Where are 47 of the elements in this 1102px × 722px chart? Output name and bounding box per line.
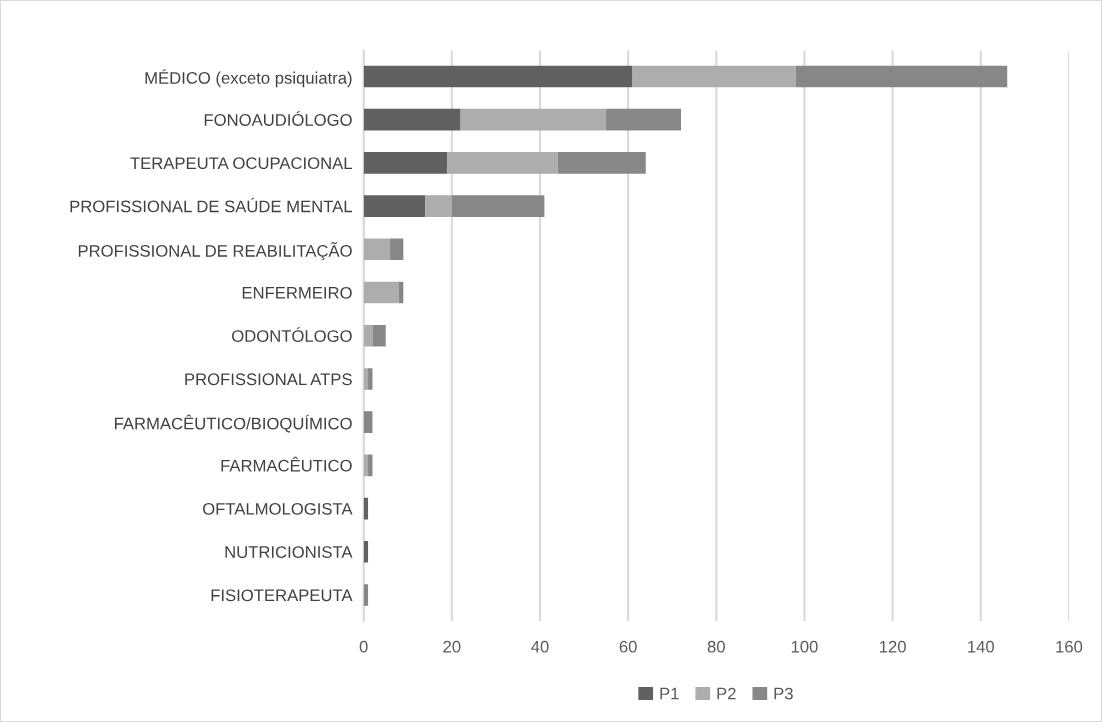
y-tick-label: PROFISSIONAL DE SAÚDE MENTAL: [70, 197, 352, 213]
bar: [363, 108, 461, 131]
bar: [606, 108, 682, 131]
x-tick-label: 20: [443, 640, 461, 653]
y-tick-label: ENFERMEIRO: [242, 286, 352, 299]
x-tick-label: 60: [619, 640, 637, 653]
x-tick-label: 160: [1056, 640, 1083, 653]
bar: [795, 65, 1008, 88]
bar: [363, 368, 369, 390]
y-tick-label: FISIOTERAPEUTA: [211, 589, 353, 602]
bar: [460, 108, 607, 131]
legend-label: P1: [660, 687, 679, 700]
y-tick-label: PROFISSIONAL ATPS: [185, 373, 352, 386]
y-tick-label: FONOAUDIÓLOGO: [204, 111, 352, 126]
bar: [390, 238, 404, 261]
y-tick-label: ODONTÓLOGO: [232, 327, 352, 342]
y-tick-label: TERAPEUTA OCUPACIONAL: [130, 157, 352, 170]
bar: [363, 584, 369, 606]
bar: [451, 195, 545, 217]
bar: [363, 411, 373, 433]
bar: [368, 368, 373, 390]
y-tick-label: NUTRICIONISTA: [225, 546, 353, 558]
bar: [372, 324, 386, 347]
bar: [363, 195, 426, 217]
bar: [632, 65, 796, 88]
bar: [363, 65, 633, 88]
legend-label: P3: [774, 687, 793, 700]
bar: [363, 324, 373, 347]
y-tick-label: FARMACÊUTICO: [221, 456, 352, 472]
x-tick-label: 120: [879, 640, 906, 653]
x-tick-label: 80: [707, 640, 725, 653]
legend-label: P2: [717, 687, 736, 700]
bar: [363, 281, 399, 304]
bar: [447, 152, 558, 174]
y-tick-label: MÉDICO (exceto psiquiatra): [145, 69, 352, 88]
x-tick-label: 0: [359, 640, 368, 653]
x-tick-label: 100: [791, 640, 818, 653]
bar: [425, 195, 452, 217]
y-tick-label: FARMACÊUTICO/BIOQUÍMICO: [115, 414, 352, 433]
bar: [557, 152, 646, 174]
x-tick-label: 140: [968, 640, 995, 653]
y-tick-label: OFTALMOLOGISTA: [203, 502, 353, 515]
bar: [363, 152, 448, 174]
y-tick-label: PROFISSIONAL DE REABILITAÇÃO: [78, 241, 352, 261]
bar: [363, 238, 391, 261]
x-tick-label: 40: [531, 640, 549, 653]
bar: [363, 540, 369, 563]
